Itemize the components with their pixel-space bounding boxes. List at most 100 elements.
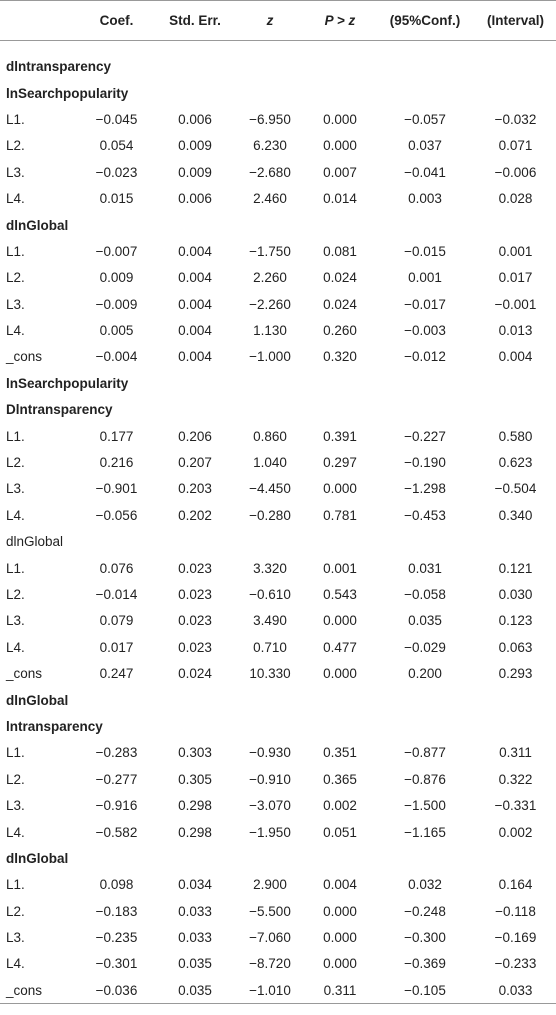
cell: 0.710 — [253, 639, 287, 655]
cell: −1.000 — [249, 349, 291, 365]
header-cell: Coef. — [78, 0, 155, 41]
header-cell: (95%Conf.) — [375, 0, 475, 41]
row-label: L1. — [6, 745, 25, 761]
row-label: L2. — [6, 270, 25, 286]
cell: −0.453 — [404, 507, 446, 523]
data-row: L1. −0.283 0.303 −0.930 0.351 −0.877 0.311 — [0, 740, 556, 766]
cell: −0.029 — [404, 639, 446, 655]
cell: −2.680 — [249, 164, 291, 180]
row-label: L3. — [6, 164, 25, 180]
row-label: L4. — [6, 639, 25, 655]
section-label: dlnGlobal — [6, 534, 64, 550]
cell: 0.543 — [323, 587, 357, 602]
section-label: lnSearchpopularity — [6, 85, 129, 101]
cell: 0.003 — [408, 191, 442, 207]
cell: 0.580 — [498, 428, 533, 444]
cell: 0.000 — [323, 613, 357, 629]
cell: 0.033 — [475, 977, 556, 1005]
cell: −0.058 — [404, 587, 446, 602]
cell: 1.130 — [253, 323, 287, 339]
section-label: dlnGlobal — [6, 692, 69, 708]
cell: 0.000 — [323, 481, 357, 497]
section-row: dlnGlobal — [0, 687, 556, 713]
cell: −0.105 — [375, 977, 475, 1005]
header-cell: Std. Err. — [155, 0, 235, 41]
cell: 0.071 — [498, 138, 533, 154]
cell: 0.202 — [178, 507, 212, 523]
cell: −0.032 — [494, 111, 537, 127]
cell: 0.004 — [178, 270, 212, 286]
row-label: L2. — [6, 903, 25, 919]
cell: −0.331 — [494, 798, 537, 814]
header-cell — [0, 0, 78, 41]
cell: 0.076 — [99, 560, 134, 576]
data-row: L4. 0.005 0.004 1.130 0.260 −0.003 0.013 — [0, 317, 556, 343]
row-label: L3. — [6, 798, 25, 814]
cell: −0.930 — [249, 745, 291, 761]
cell: −0.041 — [404, 164, 446, 180]
cell: −0.300 — [404, 930, 446, 946]
row-label: L2. — [6, 771, 25, 787]
cell: 0.391 — [323, 428, 357, 444]
cell: 0.203 — [178, 481, 212, 497]
data-row: L2. −0.014 0.023 −0.610 0.543 −0.058 0.030 — [0, 581, 556, 607]
cell: 0.028 — [498, 191, 533, 207]
cell: 0.035 — [178, 956, 212, 972]
cell: −1.010 — [235, 977, 305, 1005]
cell: −0.190 — [404, 455, 446, 471]
row-label: L4. — [6, 507, 25, 523]
cell: −0.017 — [404, 296, 446, 312]
cell: −0.504 — [494, 481, 537, 497]
cell: 0.081 — [323, 243, 357, 259]
cell: −0.012 — [404, 349, 446, 365]
section-row: lntransparency — [0, 713, 556, 739]
cell: 0.024 — [323, 270, 357, 286]
cell: 0.001 — [323, 560, 357, 576]
cell: 1.040 — [253, 455, 287, 471]
section-row: dlntransparency — [0, 54, 556, 80]
cell: 0.121 — [498, 560, 533, 576]
cell: 0.004 — [178, 296, 212, 312]
cell: 2.260 — [253, 270, 287, 286]
cell: 0.000 — [323, 111, 357, 127]
cell: −0.015 — [404, 243, 446, 259]
cell: 0.311 — [305, 977, 375, 1005]
section-label: Dlntransparency — [6, 402, 113, 418]
data-row: L4. 0.017 0.023 0.710 0.477 −0.029 0.063 — [0, 634, 556, 660]
data-row: L1. −0.007 0.004 −1.750 0.081 −0.015 0.001 — [0, 238, 556, 264]
cell: 0.247 — [99, 666, 134, 682]
data-row: L1. 0.177 0.206 0.860 0.391 −0.227 0.580 — [0, 423, 556, 449]
row-label: L1. — [6, 428, 25, 444]
cell: 0.013 — [498, 323, 533, 339]
cell: −0.369 — [404, 956, 446, 972]
data-row: L4. −0.056 0.202 −0.280 0.781 −0.453 0.340 — [0, 502, 556, 528]
cell: 0.004 — [178, 349, 212, 365]
cell: 0.207 — [178, 455, 212, 471]
cell: −0.169 — [494, 930, 537, 946]
cell: −1.950 — [249, 824, 291, 840]
cell: 0.000 — [323, 138, 357, 154]
data-row: _cons 0.247 0.024 10.330 0.000 0.200 0.293 — [0, 660, 556, 686]
cell: 0.033 — [178, 903, 212, 919]
data-row: L4. −0.582 0.298 −1.950 0.051 −1.165 0.002 — [0, 819, 556, 845]
cell: 0.035 — [408, 613, 442, 629]
cell: 0.200 — [408, 666, 442, 682]
cell: 0.322 — [498, 771, 533, 787]
cell: 2.900 — [253, 877, 287, 893]
cell: 0.311 — [499, 745, 532, 761]
cell: 0.297 — [323, 455, 357, 471]
cell: −0.877 — [404, 745, 446, 761]
data-row: L3. −0.901 0.203 −4.450 0.000 −1.298 −0.504 — [0, 476, 556, 502]
row-label: L4. — [6, 323, 25, 339]
header-cell: z — [235, 0, 305, 41]
cell: 3.320 — [253, 560, 287, 576]
row-label: L3. — [6, 613, 25, 629]
row-label: _cons — [6, 666, 43, 682]
cell: 0.024 — [323, 296, 357, 312]
cell: 0.477 — [323, 639, 357, 655]
row-label: L2. — [6, 587, 25, 602]
cell: −2.260 — [249, 296, 291, 312]
cell: 10.330 — [249, 666, 291, 682]
cell: 0.024 — [178, 666, 212, 682]
cell: −0.910 — [249, 771, 291, 787]
